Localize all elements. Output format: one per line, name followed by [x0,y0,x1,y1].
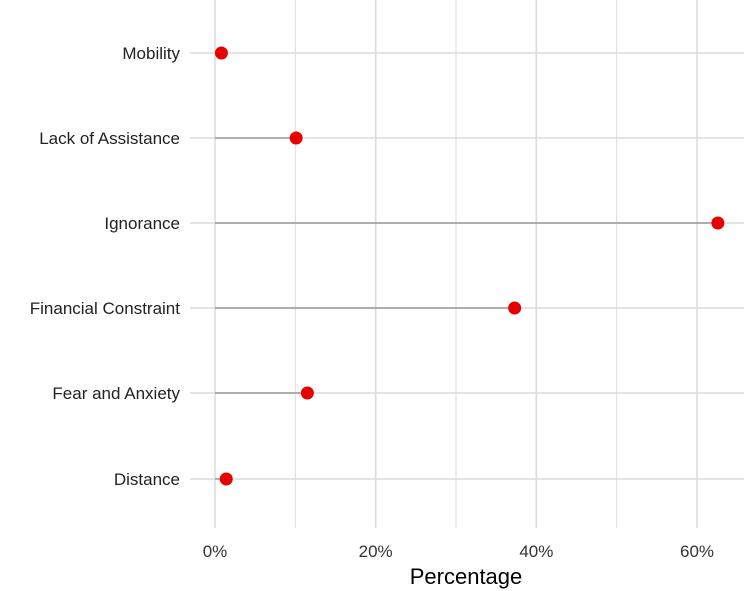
category-labels: Mobility Lack of Assistance Ignorance Finan… [30,44,181,489]
x-tick-label: 20% [359,542,393,561]
x-tick-label: 60% [680,542,714,561]
data-point [711,216,725,230]
data-point [289,131,303,145]
x-tick-label: 0% [203,542,228,561]
points [214,46,725,486]
category-label: Distance [114,470,180,489]
x-axis-title: Percentage [410,564,523,589]
stems [215,52,718,480]
data-point [508,301,522,315]
category-label: Financial Constraint [30,299,181,318]
category-label: Mobility [122,44,180,63]
data-point [219,472,233,486]
data-point [214,46,228,60]
data-point [300,386,314,400]
x-tick-labels: 0% 20% 40% 60% [203,542,714,561]
category-label: Fear and Anxiety [52,384,180,403]
grid [190,0,744,528]
category-label: Lack of Assistance [39,129,180,148]
x-tick-label: 40% [519,542,553,561]
category-label: Ignorance [104,214,180,233]
